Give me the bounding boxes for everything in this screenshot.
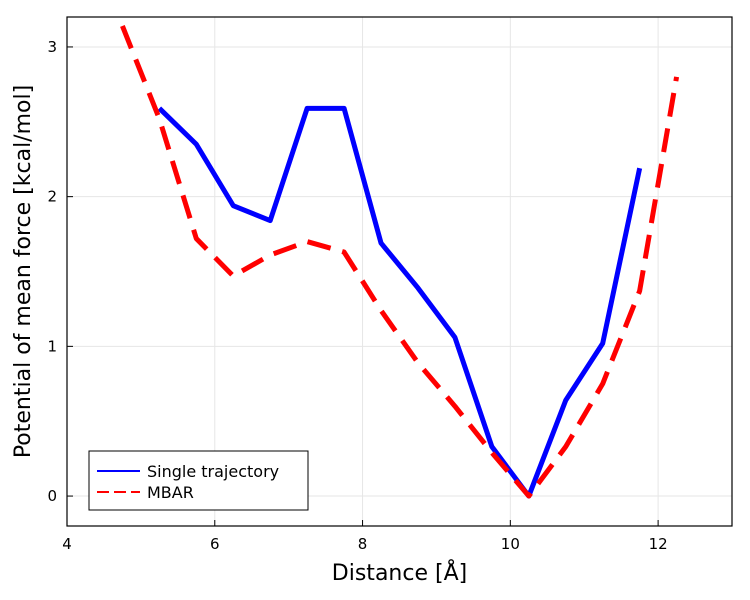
- y-tick-label: 1: [47, 337, 57, 355]
- x-tick-label: 8: [358, 535, 368, 553]
- legend-label-mbar: MBAR: [147, 483, 194, 502]
- x-axis-title: Distance [Å]: [332, 559, 467, 586]
- plot-frame: [66, 16, 733, 527]
- series-layer: [120, 25, 680, 499]
- x-tick-label: 12: [649, 535, 668, 553]
- series-line-mbar: [120, 25, 680, 499]
- grid-lines: [66, 17, 732, 526]
- legend-box: [88, 450, 309, 511]
- legend: Single trajectory MBAR: [88, 450, 309, 511]
- x-tick-label: 6: [210, 535, 220, 553]
- y-tick-label: 0: [47, 487, 57, 505]
- y-tick-label: 2: [47, 188, 57, 206]
- legend-label-single-trajectory: Single trajectory: [147, 462, 279, 481]
- y-axis-title: Potential of mean force [kcal/mol]: [11, 85, 36, 458]
- x-tick-label: 4: [62, 535, 72, 553]
- x-tick-label: 10: [501, 535, 520, 553]
- y-tick-label: 3: [47, 38, 57, 56]
- series-line-single-trajectory: [157, 105, 643, 499]
